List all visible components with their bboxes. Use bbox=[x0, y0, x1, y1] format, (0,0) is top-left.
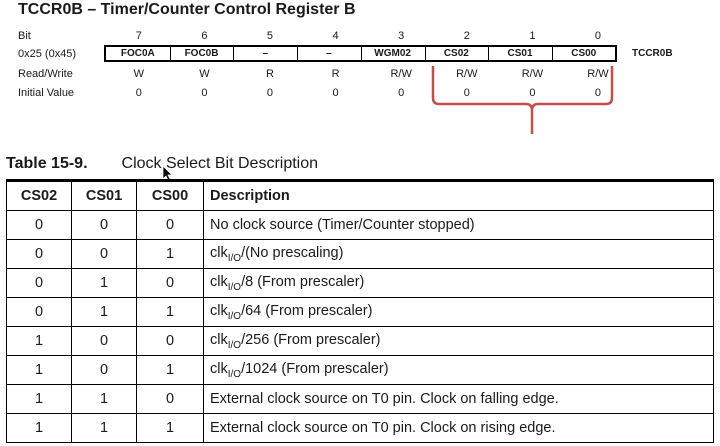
initial-value-7: 0 bbox=[594, 87, 602, 99]
cell-value: 0 bbox=[6, 297, 72, 327]
cell-description: No clock source (Timer/Counter stopped) bbox=[203, 210, 714, 240]
initial-value-3: 0 bbox=[332, 87, 339, 99]
table-row: 0 0 0 No clock source (Timer/Counter stoppe… bbox=[6, 210, 714, 240]
cell-value: 1 bbox=[6, 384, 72, 414]
bit-number-7: 0 bbox=[594, 30, 602, 42]
header-cs02: CS02 bbox=[6, 180, 72, 211]
bit-separator bbox=[551, 47, 553, 60]
bit-number-2: 5 bbox=[266, 30, 274, 42]
cell-value: 1 bbox=[6, 413, 72, 443]
bit-name-6: CS01 bbox=[507, 48, 533, 59]
cell-value: 0 bbox=[136, 210, 204, 240]
register-name: TCCR0B bbox=[632, 48, 673, 59]
cs-bits-highlight-bracket bbox=[431, 66, 614, 134]
cell-value: 0 bbox=[6, 239, 72, 269]
table-row: 0 1 1 clkI/O/64 (From prescaler) bbox=[6, 297, 714, 327]
bit-number-3: 4 bbox=[332, 30, 339, 42]
rw-value-2: R bbox=[266, 68, 274, 80]
table-caption-text: Clock Select Bit Description bbox=[121, 155, 319, 172]
initial-value-6: 0 bbox=[529, 87, 536, 99]
bit-separator bbox=[169, 47, 171, 60]
cell-description: clkI/O/(No prescaling) bbox=[203, 239, 714, 269]
cell-value: 0 bbox=[71, 355, 137, 385]
table-row: 0 1 0 clkI/O/8 (From prescaler) bbox=[6, 268, 714, 298]
bit-separator bbox=[360, 47, 362, 60]
initial-value-4: 0 bbox=[398, 87, 405, 99]
bit-name-5: CS02 bbox=[443, 48, 469, 59]
header-description: Description bbox=[203, 180, 714, 211]
bit-number-5: 2 bbox=[463, 30, 470, 42]
bit-separator bbox=[424, 47, 426, 60]
cell-value: 1 bbox=[71, 297, 137, 327]
bit-separator bbox=[488, 47, 490, 60]
rw-value-0: W bbox=[133, 68, 144, 80]
table-caption: Table 15-9. Clock Select Bit Description bbox=[6, 155, 318, 173]
cell-value: 1 bbox=[136, 239, 204, 269]
rw-value-1: W bbox=[199, 68, 210, 80]
bit-number-6: 1 bbox=[529, 30, 536, 42]
bit-name-1: FOC0B bbox=[184, 48, 219, 59]
cell-description: clkI/O/1024 (From prescaler) bbox=[203, 355, 714, 385]
cell-value: 1 bbox=[136, 355, 204, 385]
table-number: Table 15-9. bbox=[6, 155, 88, 172]
bit-name-4: WGM02 bbox=[374, 48, 411, 59]
cell-value: 1 bbox=[71, 384, 137, 414]
initial-value-0: 0 bbox=[135, 87, 142, 99]
table-row: 0 0 1 clkI/O/(No prescaling) bbox=[6, 239, 714, 269]
cell-value: 0 bbox=[136, 326, 204, 356]
bit-number-4: 3 bbox=[398, 30, 405, 42]
rw-value-4: R/W bbox=[390, 68, 412, 80]
cell-value: 0 bbox=[71, 239, 137, 269]
cell-value: 0 bbox=[71, 210, 137, 240]
cell-description: clkI/O/256 (From prescaler) bbox=[203, 326, 714, 356]
cell-value: 0 bbox=[6, 210, 72, 240]
cell-value: 0 bbox=[136, 268, 204, 298]
bit-number-0: 7 bbox=[135, 30, 142, 42]
table-row: 1 0 1 clkI/O/1024 (From prescaler) bbox=[6, 355, 714, 385]
cell-value: 1 bbox=[6, 326, 72, 356]
cell-value: 1 bbox=[136, 413, 204, 443]
rw-value-3: R bbox=[331, 68, 340, 80]
table-row: 1 1 1 External clock source on T0 pin. Cloc… bbox=[6, 413, 714, 443]
bit-row-label: Bit bbox=[18, 30, 31, 42]
address-label: 0x25 (0x45) bbox=[18, 48, 77, 60]
table-header-row: CS02 CS01 CS00 Description bbox=[6, 180, 714, 211]
bit-name-3: – bbox=[326, 48, 332, 59]
rw-value-5: R/W bbox=[456, 68, 478, 80]
rw-value-6: R/W bbox=[521, 68, 544, 80]
cell-value: 1 bbox=[6, 355, 72, 385]
bit-name-2: – bbox=[262, 48, 269, 59]
cell-description: clkI/O/64 (From prescaler) bbox=[203, 297, 714, 327]
cell-value: 1 bbox=[71, 268, 137, 298]
clock-select-table: CS02 CS01 CS00 Description 0 0 0 No clock s… bbox=[6, 179, 714, 443]
cell-value: 1 bbox=[136, 297, 204, 327]
initial-value-5: 0 bbox=[463, 87, 470, 99]
cell-value: 0 bbox=[6, 268, 72, 298]
bit-number-1: 6 bbox=[201, 30, 208, 42]
cell-description: External clock source on T0 pin. Clock o… bbox=[203, 413, 714, 443]
header-cs01: CS01 bbox=[71, 180, 137, 211]
cell-value: 0 bbox=[71, 326, 137, 356]
bit-separator bbox=[297, 47, 299, 60]
register-title: TCCR0B – Timer/Counter Control Register … bbox=[18, 1, 356, 18]
rw-row-label: Read/Write bbox=[18, 68, 73, 80]
table-row: 1 1 0 External clock source on T0 pin. Cloc… bbox=[6, 384, 714, 414]
bit-name-7: CS00 bbox=[571, 48, 597, 59]
bit-name-0: FOC0A bbox=[120, 48, 155, 59]
register-bit-field: FOC0A FOC0B – – WGM02 CS02 CS01 CS00 bbox=[104, 45, 617, 62]
table-row: 1 0 0 clkI/O/256 (From prescaler) bbox=[6, 326, 714, 356]
initial-row-label: Initial Value bbox=[18, 87, 75, 99]
header-cs00: CS00 bbox=[136, 180, 204, 211]
cell-description: clkI/O/8 (From prescaler) bbox=[203, 268, 714, 298]
initial-value-1: 0 bbox=[201, 87, 208, 99]
cell-description: External clock source on T0 pin. Clock o… bbox=[203, 384, 714, 414]
bit-separator bbox=[233, 47, 235, 60]
cell-value: 0 bbox=[136, 384, 204, 414]
rw-value-7: R/W bbox=[587, 68, 609, 80]
cell-value: 1 bbox=[71, 413, 137, 443]
initial-value-2: 0 bbox=[266, 87, 274, 99]
